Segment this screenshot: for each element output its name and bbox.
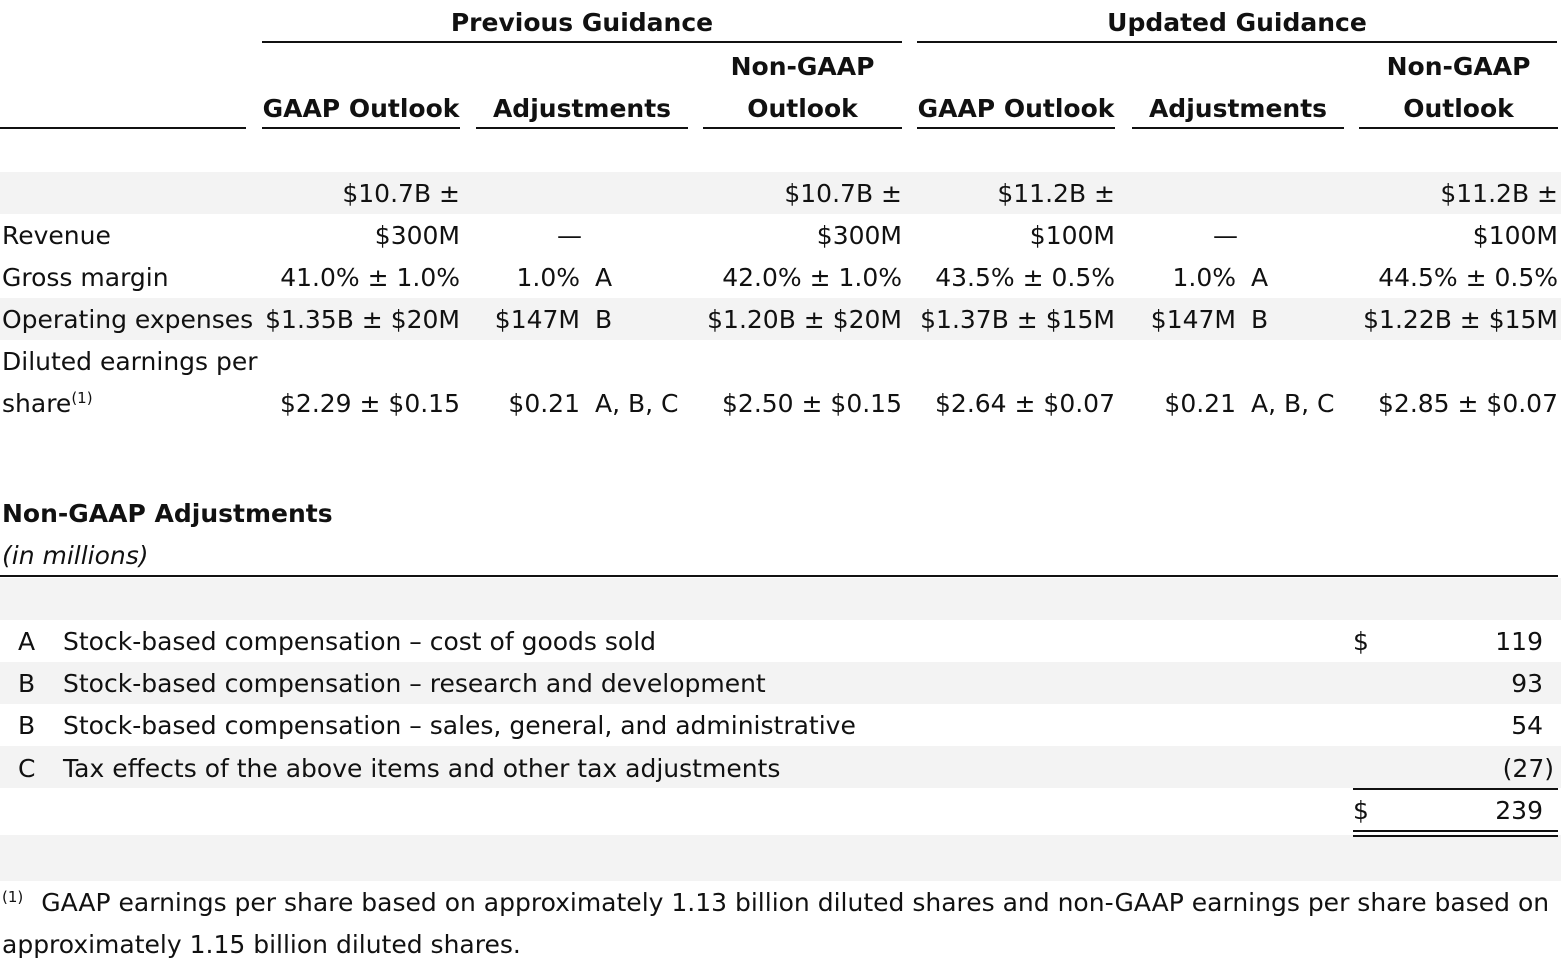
cell-prev-adj-revenue: — xyxy=(557,221,582,250)
cell-prev-ng-opex: $1.20B ± $20M xyxy=(707,305,902,334)
total-rule-top xyxy=(1353,788,1558,790)
header-rule-prev-ng xyxy=(703,127,902,129)
cell-prev-gaap-revenue-l2: $300M xyxy=(374,221,460,250)
col-header-upd-adjustments: Adjustments xyxy=(1148,94,1328,123)
updated-guidance-header: Updated Guidance xyxy=(1107,8,1367,37)
adjustment-description: Stock-based compensation – sales, genera… xyxy=(63,711,856,740)
cell-upd-ng-revenue-l2: $100M xyxy=(1472,221,1558,250)
header-rule-label xyxy=(0,127,246,129)
col-header-prev-nongaap-l1: Non-GAAP xyxy=(730,52,875,81)
row-band xyxy=(0,662,1561,704)
footnote-line-1: (1) GAAP earnings per share based on appr… xyxy=(2,882,1549,924)
col-header-upd-nongaap-l1: Non-GAAP xyxy=(1386,52,1531,81)
adjustments-title: Non-GAAP Adjustments xyxy=(2,499,333,528)
cell-upd-adj-gross-margin: 1.0% xyxy=(1172,263,1236,292)
cell-prev-adj-opex: $147M xyxy=(494,305,580,334)
col-header-prev-adjustments: Adjustments xyxy=(492,94,672,123)
cell-upd-ng-revenue-l1: $11.2B ± xyxy=(1440,179,1558,208)
cell-prev-gaap-revenue-l1: $10.7B ± xyxy=(342,179,460,208)
adjustments-rule xyxy=(0,575,1558,577)
adjustment-description: Stock-based compensation – research and … xyxy=(63,669,766,698)
header-rule-upd-adj xyxy=(1132,127,1344,129)
cell-upd-ref-gross-margin: A xyxy=(1251,263,1269,292)
adjustment-code: B xyxy=(18,711,36,740)
total-rule-double-2 xyxy=(1353,835,1558,837)
cell-upd-adj-opex: $147M xyxy=(1150,305,1236,334)
adjustment-code: C xyxy=(18,754,36,783)
adjustment-code: A xyxy=(18,627,36,656)
row-band xyxy=(0,746,1561,788)
row-label-gross-margin: Gross margin xyxy=(2,263,169,292)
footnote-marker: (1) xyxy=(71,389,93,407)
adjustments-subtitle: (in millions) xyxy=(2,541,149,570)
row-label-eps-l1: Diluted earnings per xyxy=(2,347,258,376)
row-label-revenue: Revenue xyxy=(2,221,111,250)
updated-guidance-rule xyxy=(917,41,1557,43)
cell-upd-ref-eps: A, B, C xyxy=(1251,389,1335,418)
row-band xyxy=(0,298,1561,340)
cell-upd-gaap-revenue-l2: $100M xyxy=(1029,221,1115,250)
col-header-prev-nongaap-l2: Outlook xyxy=(747,94,858,123)
cell-upd-gaap-gross-margin: 43.5% ± 0.5% xyxy=(935,263,1115,292)
header-rule-prev-adj xyxy=(476,127,688,129)
cell-upd-gaap-eps: $2.64 ± $0.07 xyxy=(935,389,1115,418)
row-band xyxy=(0,578,1561,620)
cell-upd-gaap-opex: $1.37B ± $15M xyxy=(920,305,1115,334)
cell-prev-ng-revenue-l1: $10.7B ± xyxy=(784,179,902,208)
col-header-upd-gaap: GAAP Outlook xyxy=(917,94,1115,123)
cell-prev-adj-gross-margin: 1.0% xyxy=(516,263,580,292)
header-rule-upd-gaap xyxy=(917,127,1115,129)
total-rule-double-1 xyxy=(1353,830,1558,832)
cell-prev-ref-opex: B xyxy=(595,305,613,334)
cell-upd-adj-eps: $0.21 xyxy=(1164,389,1236,418)
cell-upd-ng-eps: $2.85 ± $0.07 xyxy=(1378,389,1558,418)
row-band xyxy=(0,172,1561,214)
cell-upd-ng-opex: $1.22B ± $15M xyxy=(1363,305,1558,334)
cell-prev-gaap-eps: $2.29 ± $0.15 xyxy=(280,389,460,418)
cell-prev-ng-revenue-l2: $300M xyxy=(816,221,902,250)
row-label-opex: Operating expenses xyxy=(2,305,254,334)
cell-prev-gaap-gross-margin: 41.0% ± 1.0% xyxy=(280,263,460,292)
adjustment-amount: 93 xyxy=(1511,669,1543,698)
cell-upd-ng-gross-margin: 44.5% ± 0.5% xyxy=(1378,263,1558,292)
footnote-mark: (1) xyxy=(2,888,24,906)
adjustment-code: B xyxy=(18,669,36,698)
adjustment-amount: 54 xyxy=(1511,711,1543,740)
cell-prev-adj-eps: $0.21 xyxy=(508,389,580,418)
footnote-line-2: approximately 1.15 billion diluted share… xyxy=(2,930,521,959)
header-rule-upd-ng xyxy=(1359,127,1558,129)
cell-upd-gaap-revenue-l1: $11.2B ± xyxy=(997,179,1115,208)
total-currency: $ xyxy=(1353,796,1369,825)
row-label-eps-l2: share(1) xyxy=(2,383,93,425)
cell-prev-ref-eps: A, B, C xyxy=(595,389,679,418)
cell-upd-ref-opex: B xyxy=(1251,305,1269,334)
adjustment-currency: $ xyxy=(1353,627,1369,656)
col-header-prev-gaap: GAAP Outlook xyxy=(262,94,460,123)
col-header-upd-nongaap-l2: Outlook xyxy=(1403,94,1514,123)
adjustment-description: Tax effects of the above items and other… xyxy=(63,754,781,783)
cell-upd-adj-revenue: — xyxy=(1213,221,1238,250)
cell-prev-ng-gross-margin: 42.0% ± 1.0% xyxy=(722,263,902,292)
cell-prev-ref-gross-margin: A xyxy=(595,263,613,292)
cell-prev-ng-eps: $2.50 ± $0.15 xyxy=(722,389,902,418)
cell-prev-gaap-opex: $1.35B ± $20M xyxy=(265,305,460,334)
previous-guidance-header: Previous Guidance xyxy=(450,8,714,37)
header-rule-prev-gaap xyxy=(262,127,460,129)
adjustment-amount: 119 xyxy=(1495,627,1543,656)
adjustment-amount: (27) xyxy=(1502,754,1554,783)
footnote-text-1: GAAP earnings per share based on approxi… xyxy=(41,888,1550,917)
row-band xyxy=(0,835,1561,881)
total-amount: 239 xyxy=(1495,796,1543,825)
adjustment-description: Stock-based compensation – cost of goods… xyxy=(63,627,657,656)
eps-label-text: share xyxy=(2,389,72,418)
previous-guidance-rule xyxy=(262,41,902,43)
